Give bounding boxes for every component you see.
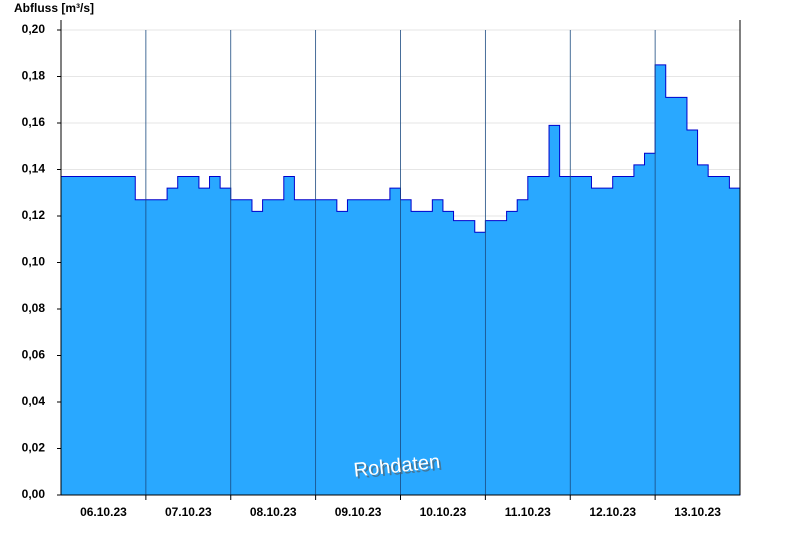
x-tick-label: 10.10.23 xyxy=(420,505,467,519)
y-tick-label: 0,02 xyxy=(22,441,46,455)
x-tick-label: 13.10.23 xyxy=(674,505,721,519)
y-tick-label: 0,14 xyxy=(22,162,46,176)
chart-title: Abfluss [m³/s] xyxy=(14,1,94,15)
y-tick-label: 0,04 xyxy=(22,394,46,408)
x-tick-label: 12.10.23 xyxy=(589,505,636,519)
y-tick-label: 0,18 xyxy=(22,69,46,83)
y-tick-label: 0,08 xyxy=(22,301,46,315)
x-tick-label: 11.10.23 xyxy=(505,505,551,519)
y-tick-label: 0,12 xyxy=(22,208,46,222)
x-tick-label: 06.10.23 xyxy=(80,505,127,519)
y-tick-label: 0,20 xyxy=(22,22,46,36)
y-tick-label: 0,00 xyxy=(22,487,46,501)
x-tick-label: 07.10.23 xyxy=(165,505,212,519)
x-tick-label: 09.10.23 xyxy=(335,505,382,519)
x-tick-label: 08.10.23 xyxy=(250,505,297,519)
y-tick-label: 0,10 xyxy=(22,255,46,269)
y-tick-label: 0,06 xyxy=(22,348,46,362)
y-tick-label: 0,16 xyxy=(22,115,46,129)
